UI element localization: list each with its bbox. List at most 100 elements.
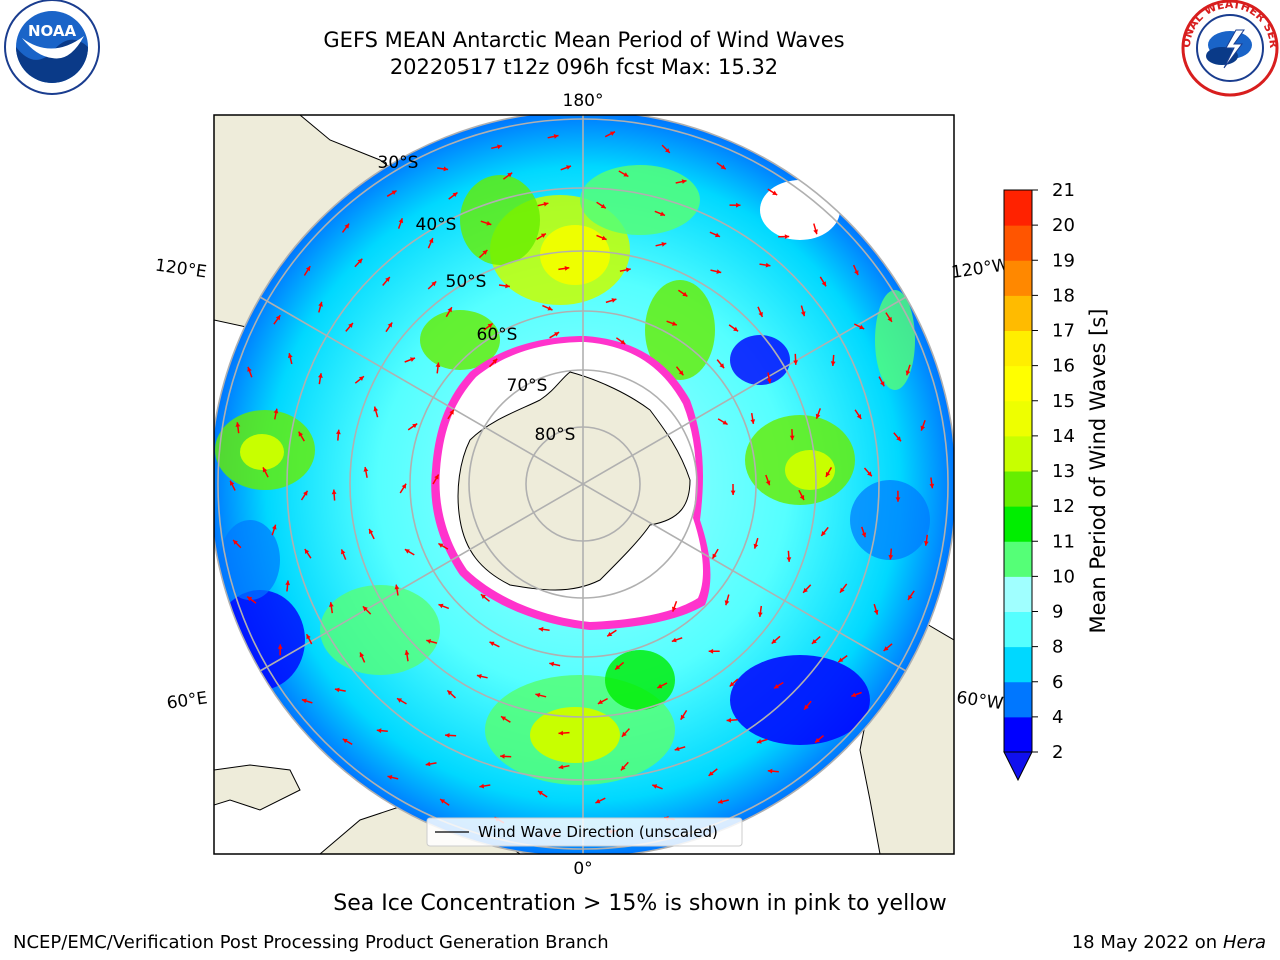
- footer-machine: Hera: [1222, 932, 1266, 953]
- wave-direction-arrowhead: [298, 431, 303, 437]
- wave-direction-arrowhead: [357, 258, 363, 264]
- colorbar-tick-label: 13: [1052, 461, 1075, 482]
- wave-direction-arrowhead: [449, 409, 454, 415]
- colorbar-segment: [1004, 716, 1032, 753]
- colorbar-tick-label: 15: [1052, 391, 1075, 412]
- wave-direction-arrowhead: [861, 532, 867, 538]
- wave-direction-arrowhead: [235, 422, 241, 427]
- colorbar-tick-label: 8: [1052, 637, 1063, 658]
- wave-direction-arrowhead: [431, 281, 437, 287]
- wave-direction-arrowhead: [854, 270, 859, 276]
- wave-direction-arrowhead: [895, 497, 901, 502]
- colorbar-tick-label: 11: [1052, 531, 1075, 552]
- wave-direction-arrowhead: [765, 262, 771, 268]
- colorbar-tick-label: 21: [1052, 180, 1075, 201]
- wave-direction-arrowhead: [736, 202, 741, 208]
- colorbar-tick-label: 19: [1052, 250, 1075, 271]
- wave-direction-arrowhead: [476, 674, 482, 679]
- longitude-gridlines: [259, 115, 907, 854]
- wave-direction-arrowhead: [564, 266, 570, 271]
- wave-direction-arrowhead: [318, 373, 323, 378]
- wave-direction-arrowhead: [492, 358, 498, 364]
- lat-label-40s: 40°S: [416, 215, 457, 235]
- wave-direction-arrowhead: [726, 717, 732, 723]
- wave-direction-arrowhead: [730, 490, 736, 495]
- wave-direction-arrowhead: [838, 657, 844, 663]
- wave-direction-arrowhead: [537, 791, 543, 796]
- wave-direction-arrowhead: [425, 761, 431, 767]
- wave-direction-arrowhead: [501, 716, 506, 721]
- lat-label-50s: 50°S: [446, 272, 487, 292]
- wave-direction-arrowhead: [766, 378, 772, 384]
- wave-direction-arrowhead: [505, 283, 510, 289]
- wave-direction-arrowhead: [426, 639, 432, 644]
- wave-direction-arrowhead: [715, 232, 720, 238]
- lon-label-120w: 120°W: [950, 255, 1010, 283]
- wave-direction-arrowhead: [595, 798, 601, 804]
- colorbar-extend-min: [1003, 751, 1033, 782]
- wave-direction-arrowhead: [376, 728, 382, 734]
- wave-direction-arrowhead: [600, 203, 606, 209]
- wave-direction-arrowhead: [397, 698, 402, 703]
- wave-direction-arrowhead: [716, 269, 722, 274]
- wave-direction-arrowhead: [438, 603, 444, 609]
- colorbar-tick-label: 4: [1052, 707, 1063, 728]
- wave-direction-arrowhead: [482, 250, 488, 255]
- wave-direction-arrowhead: [362, 606, 368, 612]
- colorbar-segment: [1004, 646, 1032, 683]
- wave-direction-arrowhead: [438, 543, 444, 548]
- wave-direction-arrowhead: [452, 192, 458, 197]
- colorbar-segment: [1004, 260, 1032, 296]
- wave-direction-arrowhead: [547, 306, 553, 311]
- colorbar-tick-label: 9: [1052, 602, 1063, 623]
- colorbar-tick-label: 12: [1052, 496, 1075, 517]
- antarctica-land: [457, 371, 691, 591]
- wave-direction-arrowhead: [247, 596, 253, 602]
- wave-direction-arrowhead: [682, 291, 688, 297]
- wave-direction-arrowhead: [825, 471, 831, 477]
- wave-direction-arrowhead: [789, 435, 795, 441]
- wave-direction-arrowhead: [924, 541, 929, 546]
- wave-direction-arrowhead: [341, 549, 346, 555]
- wave-direction-arrowhead: [486, 220, 492, 226]
- wave-direction-arrowhead: [247, 366, 252, 372]
- wave-direction-arrowhead: [758, 311, 763, 317]
- wave-direction-arrowhead: [334, 687, 340, 693]
- lon-label-120e: 120°E: [154, 255, 208, 282]
- wave-direction-arrowhead: [733, 326, 739, 332]
- chart-title: GEFS MEAN Antarctic Mean Period of Wind …: [323, 28, 845, 52]
- wave-direction-arrowhead: [387, 322, 393, 328]
- wave-direction-arrowhead: [765, 480, 771, 486]
- lat-label-60s: 60°S: [477, 325, 518, 345]
- colorbar-segment: [1004, 611, 1032, 648]
- wave-direction-arrowhead: [811, 639, 817, 644]
- wave-direction-arrowhead: [394, 584, 400, 590]
- colorbar-tick-label: 2: [1052, 742, 1063, 763]
- wave-direction-arrowhead: [304, 549, 310, 554]
- wave-direction-arrowhead: [680, 714, 686, 720]
- wave-direction-arrowhead: [318, 301, 323, 307]
- wave-direction-arrowhead: [445, 733, 450, 738]
- wave-direction-arrowhead: [549, 661, 555, 667]
- wave-direction-arrowhead: [558, 764, 564, 770]
- wave-direction-arrowhead: [434, 474, 439, 480]
- madagascar-land: [214, 764, 301, 811]
- wave-direction-arrowhead: [611, 298, 617, 303]
- wave-direction-arrowhead: [719, 363, 725, 369]
- noaa-logo-text: NOAA: [28, 22, 77, 40]
- wave-direction-arrowhead: [443, 166, 449, 172]
- wave-direction-arrowhead: [767, 768, 773, 774]
- wave-direction-arrowhead: [657, 683, 663, 689]
- wave-direction-arrowhead: [803, 587, 808, 593]
- wave-direction-arrowhead: [601, 235, 607, 241]
- wave-direction-arrowhead: [306, 634, 311, 640]
- colorbar-segment: [1004, 400, 1032, 437]
- wave-direction-arrowhead: [851, 692, 857, 697]
- wave-direction-arrowhead: [623, 172, 629, 177]
- wave-direction-arrowhead: [786, 557, 792, 562]
- nws-logo: NATIONAL WEATHER SERVICE: [0, 0, 1280, 97]
- colorbar-segment: [1004, 435, 1032, 472]
- wave-direction-arrowhead: [272, 524, 277, 530]
- wave-direction-arrowhead: [230, 480, 235, 486]
- wave-direction-arrowhead: [373, 406, 379, 412]
